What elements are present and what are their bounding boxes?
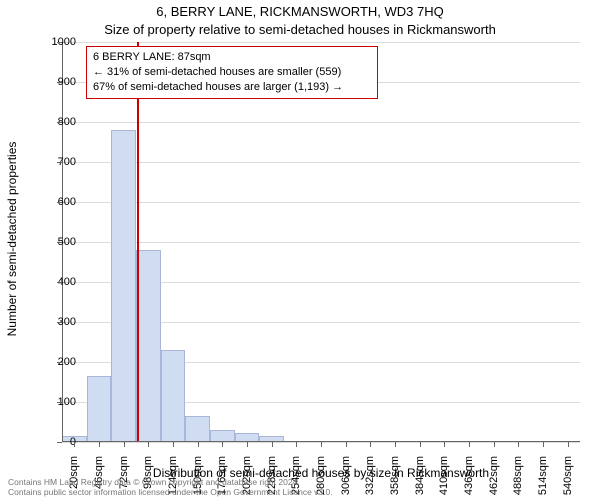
- x-tick-mark: [370, 442, 371, 447]
- y-tick-mark: [57, 122, 62, 123]
- x-tick-mark: [469, 442, 470, 447]
- grid-line: [62, 122, 580, 123]
- histogram-bar: [87, 376, 112, 442]
- x-tick-mark: [173, 442, 174, 447]
- chart-title-line2: Size of property relative to semi-detach…: [0, 22, 600, 37]
- y-tick-label: 1000: [26, 36, 76, 48]
- x-tick-mark: [444, 442, 445, 447]
- y-tick-label: 400: [26, 276, 76, 288]
- x-tick-mark: [296, 442, 297, 447]
- x-tick-mark: [494, 442, 495, 447]
- footer-attribution: Contains HM Land Registry data © Crown c…: [8, 478, 333, 498]
- x-tick-mark: [518, 442, 519, 447]
- histogram-bar: [185, 416, 210, 442]
- plot-area: [62, 42, 580, 442]
- callout-line2: ← 31% of semi-detached houses are smalle…: [93, 65, 371, 80]
- y-tick-label: 800: [26, 116, 76, 128]
- chart-title-line1: 6, BERRY LANE, RICKMANSWORTH, WD3 7HQ: [0, 4, 600, 19]
- grid-line: [62, 162, 580, 163]
- y-tick-label: 500: [26, 236, 76, 248]
- y-tick-label: 600: [26, 196, 76, 208]
- y-tick-mark: [57, 162, 62, 163]
- grid-line: [62, 42, 580, 43]
- y-tick-label: 300: [26, 316, 76, 328]
- x-tick-mark: [74, 442, 75, 447]
- x-tick-mark: [247, 442, 248, 447]
- grid-line: [62, 242, 580, 243]
- callout-line3: 67% of semi-detached houses are larger (…: [93, 80, 371, 95]
- footer-line2: Contains public sector information licen…: [8, 488, 333, 498]
- y-tick-label: 200: [26, 356, 76, 368]
- x-tick-mark: [272, 442, 273, 447]
- grid-line: [62, 202, 580, 203]
- y-tick-mark: [57, 442, 62, 443]
- subject-property-marker: [137, 42, 139, 442]
- histogram-bar: [111, 130, 136, 442]
- chart-container: 6, BERRY LANE, RICKMANSWORTH, WD3 7HQ Si…: [0, 0, 600, 500]
- y-axis-title: Number of semi-detached properties: [5, 39, 19, 439]
- x-tick-mark: [568, 442, 569, 447]
- y-tick-mark: [57, 402, 62, 403]
- x-tick-mark: [124, 442, 125, 447]
- x-tick-mark: [222, 442, 223, 447]
- callout-box: 6 BERRY LANE: 87sqm ← 31% of semi-detach…: [86, 46, 378, 99]
- x-tick-mark: [148, 442, 149, 447]
- x-tick-mark: [395, 442, 396, 447]
- histogram-bar: [161, 350, 186, 442]
- y-tick-mark: [57, 362, 62, 363]
- y-tick-label: 0: [26, 436, 76, 448]
- x-tick-mark: [321, 442, 322, 447]
- y-tick-label: 700: [26, 156, 76, 168]
- x-tick-mark: [543, 442, 544, 447]
- x-tick-mark: [346, 442, 347, 447]
- y-tick-mark: [57, 282, 62, 283]
- x-tick-mark: [99, 442, 100, 447]
- y-tick-mark: [57, 242, 62, 243]
- y-tick-mark: [57, 42, 62, 43]
- x-tick-mark: [420, 442, 421, 447]
- x-tick-mark: [198, 442, 199, 447]
- y-tick-mark: [57, 202, 62, 203]
- callout-line1: 6 BERRY LANE: 87sqm: [93, 50, 371, 65]
- histogram-bar: [136, 250, 161, 442]
- y-tick-label: 100: [26, 396, 76, 408]
- y-tick-mark: [57, 322, 62, 323]
- y-tick-label: 900: [26, 76, 76, 88]
- y-tick-mark: [57, 82, 62, 83]
